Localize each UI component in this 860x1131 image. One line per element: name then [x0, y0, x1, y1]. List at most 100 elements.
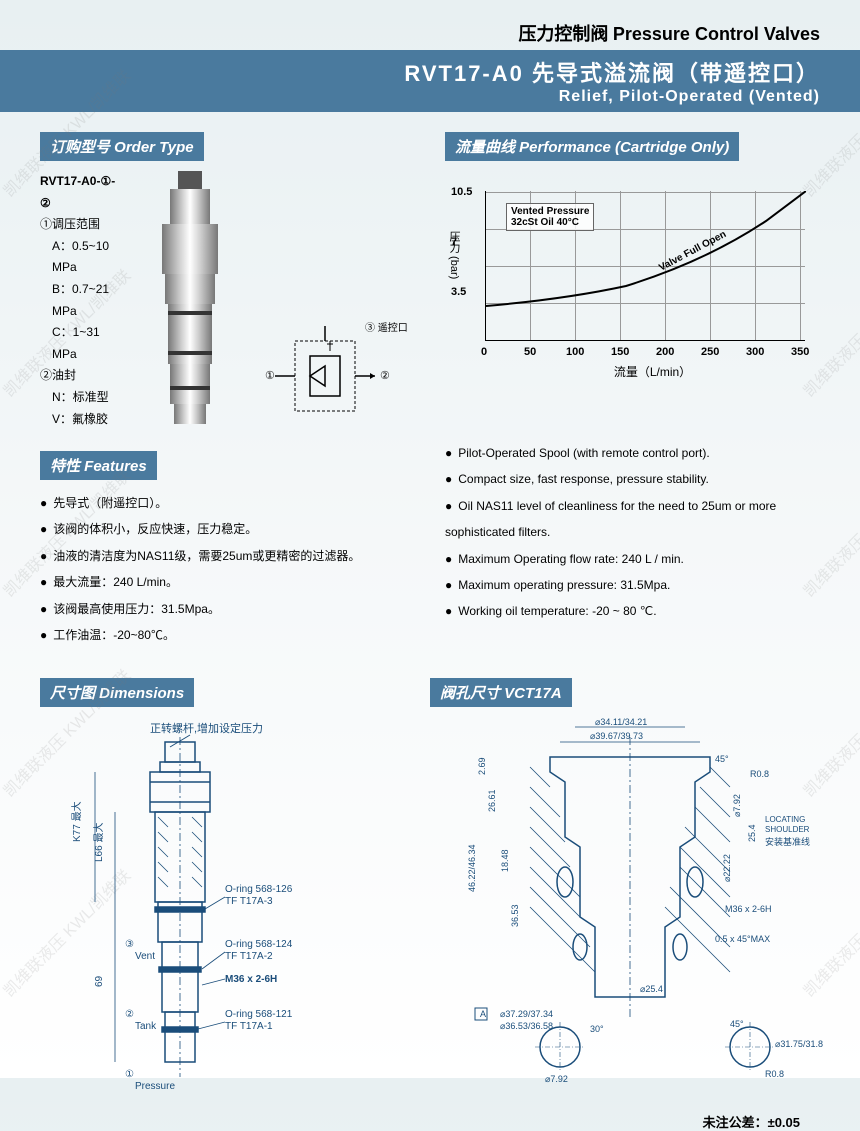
chart-curve: Valve Full Open	[486, 191, 806, 341]
svg-text:②: ②	[380, 370, 390, 382]
param1-c: C：1~31 MPa	[40, 322, 125, 365]
svg-text:18.48: 18.48	[500, 850, 510, 873]
feature-item: 先导式（附遥控口）。	[40, 490, 415, 516]
svg-text:A: A	[480, 1009, 486, 1019]
svg-text:46.22/46.34: 46.22/46.34	[467, 845, 477, 893]
param2-title: ②油封	[40, 365, 125, 387]
param1-b: B：0.7~21 MPa	[40, 279, 125, 322]
svg-text:O-ring 568-126: O-ring 568-126	[225, 884, 293, 895]
svg-text:⌀37.29/37.34: ⌀37.29/37.34	[500, 1009, 553, 1019]
feature-item: Oil NAS11 level of cleanliness for the n…	[445, 493, 820, 546]
dimensions-drawing: 正转螺杆,增加设定压力	[40, 717, 400, 1097]
order-type-header: 订购型号 Order Type	[40, 132, 204, 161]
svg-text:O-ring 568-121: O-ring 568-121	[225, 1009, 293, 1020]
svg-text:③: ③	[125, 939, 134, 950]
page-header: 压力控制阀 Pressure Control Valves	[0, 0, 860, 46]
cavity-block: 阀孔尺寸 VCT17A	[430, 678, 810, 1097]
svg-text:安装基准线: 安装基准线	[765, 836, 810, 847]
feature-item: Working oil temperature: -20 ~ 80 ℃.	[445, 598, 820, 624]
y-axis-label: 压力 (bar)	[446, 231, 462, 279]
x-axis-label: 流量（L/min）	[485, 363, 820, 380]
feature-item: 该阀最高使用压力：31.5Mpa。	[40, 596, 415, 622]
param2-n: N：标准型	[40, 387, 125, 409]
features-header: 特性 Features	[40, 451, 157, 480]
svg-text:Pressure: Pressure	[135, 1081, 175, 1092]
feature-item: 油液的清洁度为NAS11级，需要25um或更精密的过滤器。	[40, 543, 415, 569]
svg-text:69: 69	[94, 976, 105, 988]
dimensions-block: 尺寸图 Dimensions 正转螺杆,增加设定压力	[40, 678, 400, 1097]
cavity-drawing: ⌀39.67/39.73 ⌀34.11/34.21 2.69 26.61 18.…	[430, 717, 810, 1097]
feature-item: Maximum Operating flow rate: 240 L / min…	[445, 546, 820, 572]
title-main: RVT17-A0 先导式溢流阀（带遥控口）	[40, 56, 820, 88]
order-code: RVT17-A0-①-②	[40, 171, 125, 214]
title-sub: Relief, Pilot-Operated (Vented)	[40, 88, 820, 106]
category-en: Pressure Control Valves	[613, 24, 820, 44]
svg-text:⌀7.92: ⌀7.92	[732, 794, 742, 817]
category-cn: 压力控制阀	[518, 24, 608, 44]
svg-text:TF T17A-2: TF T17A-2	[225, 951, 273, 962]
svg-text:TF T17A-3: TF T17A-3	[225, 896, 273, 907]
x-tick: 300	[746, 346, 764, 358]
svg-text:45°: 45°	[715, 754, 729, 764]
feature-item: Maximum operating pressure: 31.5Mpa.	[445, 572, 820, 598]
svg-text:45°: 45°	[730, 1019, 744, 1029]
svg-text:①: ①	[265, 370, 275, 382]
feature-item: Pilot-Operated Spool (with remote contro…	[445, 440, 820, 466]
svg-text:⌀22.22: ⌀22.22	[722, 854, 732, 882]
svg-text:36.53: 36.53	[510, 905, 520, 928]
x-tick: 200	[656, 346, 674, 358]
svg-text:⌀7.92: ⌀7.92	[545, 1074, 568, 1084]
performance-chart: Vented Pressure 32cSt Oil 40°C Valve Ful…	[445, 191, 820, 380]
x-tick: 0	[481, 346, 487, 358]
features-en-section: Pilot-Operated Spool (with remote contro…	[445, 440, 820, 625]
features-list-en: Pilot-Operated Spool (with remote contro…	[445, 440, 820, 625]
svg-text:R0.8: R0.8	[750, 769, 769, 779]
hydraulic-schematic: ③ 遥控口 ① ②	[255, 321, 415, 431]
svg-text:L66 最大: L66 最大	[92, 823, 105, 862]
svg-text:0.5 x 45°MAX: 0.5 x 45°MAX	[715, 934, 770, 944]
x-tick: 50	[524, 346, 536, 358]
x-tick: 100	[566, 346, 584, 358]
svg-text:SHOULDER: SHOULDER	[765, 825, 810, 834]
feature-item: 该阀的体积小，反应快速，压力稳定。	[40, 516, 415, 542]
param1-title: ①调压范围	[40, 214, 125, 236]
svg-text:M36 x 2-6H: M36 x 2-6H	[225, 974, 277, 985]
svg-text:正转螺杆,增加设定压力: 正转螺杆,增加设定压力	[150, 721, 263, 735]
svg-text:K77 最大: K77 最大	[70, 802, 83, 843]
svg-text:O-ring 568-124: O-ring 568-124	[225, 939, 293, 950]
svg-text:⌀34.11/34.21: ⌀34.11/34.21	[595, 717, 647, 727]
svg-text:⌀36.53/36.58: ⌀36.53/36.58	[500, 1021, 553, 1031]
svg-text:30°: 30°	[590, 1024, 604, 1034]
svg-text:⌀25.4: ⌀25.4	[640, 984, 663, 994]
svg-text:2.69: 2.69	[477, 758, 487, 776]
param2-v: V：氟橡胶	[40, 409, 125, 431]
dimensions-header: 尺寸图 Dimensions	[40, 678, 194, 707]
performance-header: 流量曲线 Performance (Cartridge Only)	[445, 132, 739, 161]
valve-photo	[140, 171, 240, 431]
feature-item: 工作油温：-20~80℃。	[40, 622, 415, 648]
cavity-header: 阀孔尺寸 VCT17A	[430, 678, 572, 707]
svg-text:①: ①	[125, 1069, 134, 1080]
x-tick: 150	[611, 346, 629, 358]
x-tick: 250	[701, 346, 719, 358]
order-type-section: 订购型号 Order Type RVT17-A0-①-② ①调压范围 A：0.5…	[40, 132, 415, 431]
svg-text:Tank: Tank	[135, 1021, 157, 1032]
svg-text:②: ②	[125, 1009, 134, 1020]
svg-text:25.4: 25.4	[747, 825, 757, 843]
svg-text:M36 x 2-6H: M36 x 2-6H	[725, 904, 772, 914]
x-tick: 350	[791, 346, 809, 358]
svg-text:TF T17A-1: TF T17A-1	[225, 1021, 273, 1032]
svg-text:Valve Full Open: Valve Full Open	[657, 229, 728, 274]
order-text: RVT17-A0-①-② ①调压范围 A：0.5~10 MPa B：0.7~21…	[40, 171, 125, 431]
features-section: 特性 Features 先导式（附遥控口）。 该阀的体积小，反应快速，压力稳定。…	[40, 451, 415, 648]
tolerance-note: 未注公差：±0.05	[0, 1112, 860, 1131]
feature-item: Compact size, fast response, pressure st…	[445, 466, 820, 492]
param1-a: A：0.5~10 MPa	[40, 236, 125, 279]
svg-text:⌀31.75/31.8: ⌀31.75/31.8	[775, 1039, 823, 1049]
svg-text:LOCATING: LOCATING	[765, 815, 805, 824]
svg-text:26.61: 26.61	[487, 790, 497, 813]
svg-text:③ 遥控口: ③ 遥控口	[365, 321, 408, 334]
y-tick: 10.5	[451, 186, 472, 198]
y-tick: 3.5	[451, 286, 466, 298]
feature-item: 最大流量：240 L/min。	[40, 569, 415, 595]
